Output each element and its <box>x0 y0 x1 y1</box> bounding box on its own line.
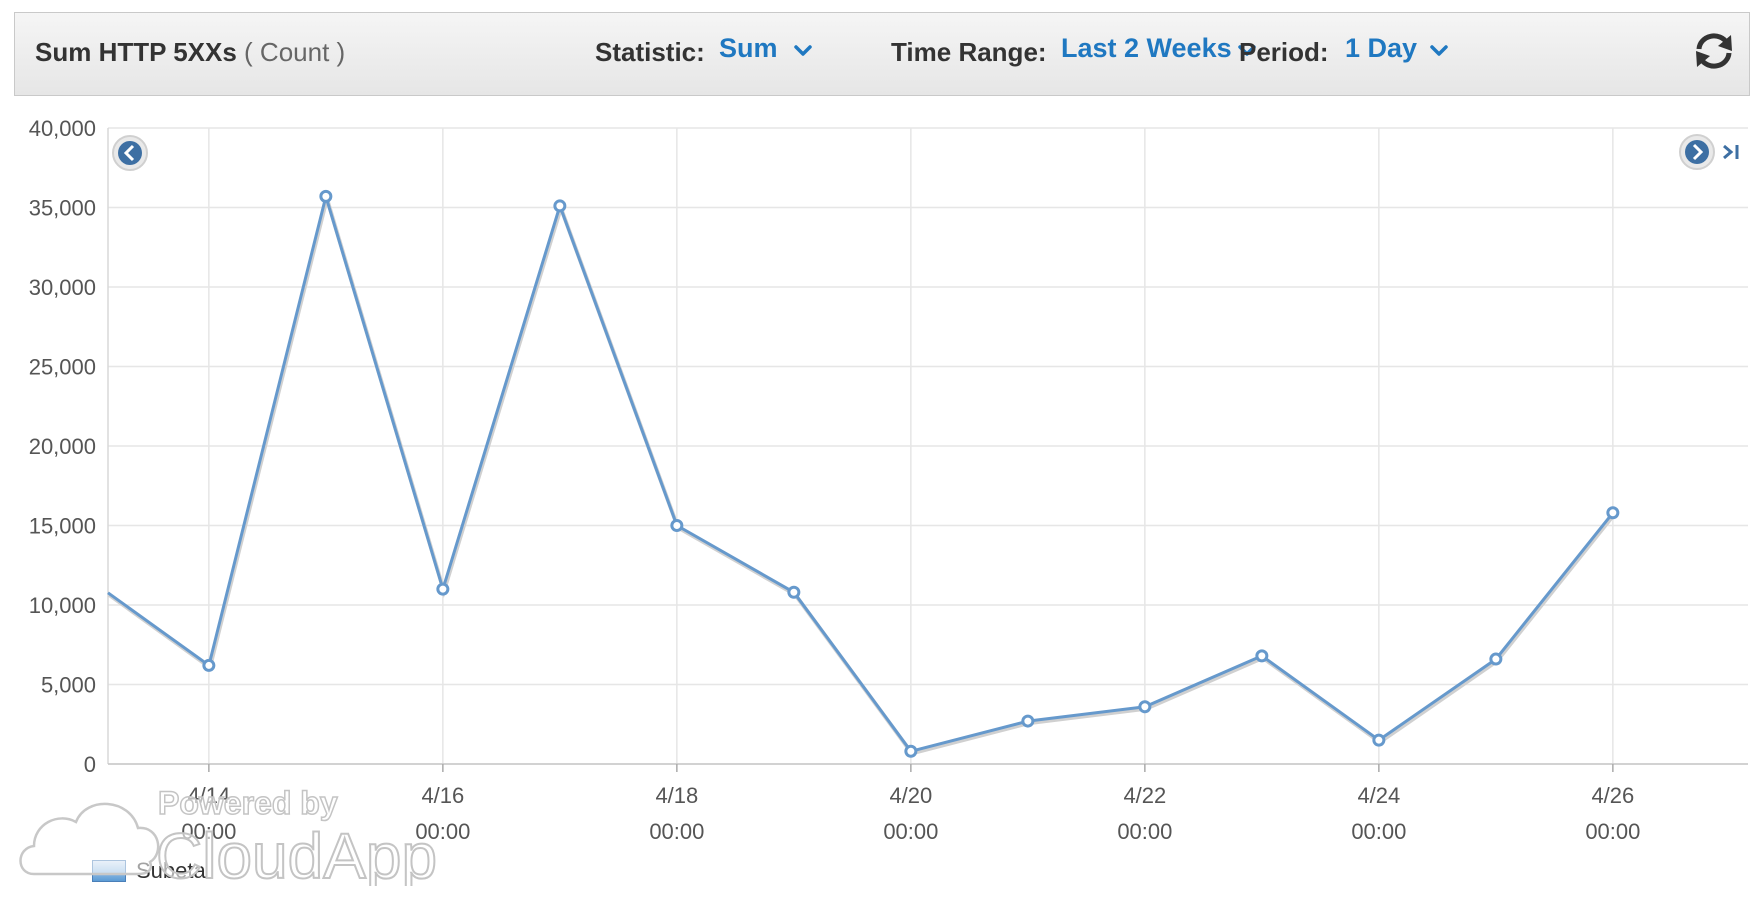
chevron-down-icon[interactable] <box>1237 45 1257 57</box>
time-range-label: Time Range: <box>891 37 1047 67</box>
x-tick-label-time: 00:00 <box>1351 819 1406 844</box>
refresh-icon[interactable] <box>1691 29 1737 73</box>
y-tick-label: 25,000 <box>29 355 96 380</box>
period-label: Period: <box>1239 37 1329 67</box>
x-tick-label-date: 4/20 <box>889 783 932 808</box>
x-tick-label-time: 00:00 <box>1585 819 1640 844</box>
data-point[interactable] <box>319 189 333 203</box>
data-point[interactable] <box>670 519 684 532</box>
chart-toolbar: Sum HTTP 5XXs ( Count ) Statistic: Sum T… <box>14 12 1750 96</box>
watermark-line2: CloudApp <box>156 820 437 886</box>
y-tick-label: 15,000 <box>29 514 96 539</box>
skip-to-end-icon[interactable] <box>1723 144 1739 160</box>
x-tick-label-date: 4/18 <box>655 783 698 808</box>
cloudapp-watermark: Powered by CloudApp <box>19 784 438 886</box>
scroll-right-button[interactable] <box>1679 134 1715 170</box>
data-point[interactable] <box>1138 700 1152 714</box>
y-tick-label: 35,000 <box>29 196 96 221</box>
period-dropdown[interactable]: 1 Day <box>1345 33 1418 63</box>
x-tick-label-date: 4/14 <box>187 783 230 808</box>
data-point[interactable] <box>1021 714 1035 728</box>
data-point[interactable] <box>436 582 450 596</box>
x-tick-label-time: 00:00 <box>415 819 470 844</box>
x-tick-label-date: 4/26 <box>1591 783 1634 808</box>
data-point[interactable] <box>202 658 216 672</box>
x-tick-label-date: 4/24 <box>1357 783 1400 808</box>
chevron-down-icon[interactable] <box>1429 45 1449 57</box>
data-point[interactable] <box>904 744 918 758</box>
y-tick-label: 40,000 <box>29 116 96 141</box>
data-point[interactable] <box>1606 506 1620 520</box>
x-tick-label-time: 00:00 <box>1117 819 1172 844</box>
y-tick-label: 0 <box>84 752 96 777</box>
x-tick-label-date: 4/16 <box>421 783 464 808</box>
data-point[interactable] <box>1255 649 1269 663</box>
chart-title: Sum HTTP 5XXs ( Count ) <box>35 37 345 68</box>
data-point[interactable] <box>1489 652 1503 666</box>
x-tick-label-time: 00:00 <box>649 819 704 844</box>
x-tick-label-time: 00:00 <box>883 819 938 844</box>
data-point[interactable] <box>787 585 801 599</box>
y-tick-label: 30,000 <box>29 275 96 300</box>
data-point[interactable] <box>553 199 567 213</box>
x-tick-label-time: 00:00 <box>181 819 236 844</box>
chart-title-text: Sum HTTP 5XXs <box>35 37 237 67</box>
scroll-left-button[interactable] <box>112 135 148 171</box>
y-tick-label: 10,000 <box>29 593 96 618</box>
y-tick-label: 20,000 <box>29 434 96 459</box>
chart-title-unit: ( Count ) <box>244 37 346 67</box>
data-point[interactable] <box>1372 733 1386 747</box>
statistic-dropdown[interactable]: Sum <box>719 33 778 63</box>
arrow-right-circle-icon <box>1692 143 1704 161</box>
series-line <box>107 190 1615 754</box>
x-tick-label-date: 4/22 <box>1123 783 1166 808</box>
cloud-icon <box>19 802 160 876</box>
statistic-label: Statistic: <box>595 37 705 67</box>
arrow-left-circle-icon <box>123 144 135 162</box>
chevron-down-icon[interactable] <box>793 45 813 57</box>
time-range-dropdown[interactable]: Last 2 Weeks <box>1061 33 1232 63</box>
y-tick-label: 5,000 <box>41 673 96 698</box>
watermark-line1: Powered by <box>158 785 338 821</box>
